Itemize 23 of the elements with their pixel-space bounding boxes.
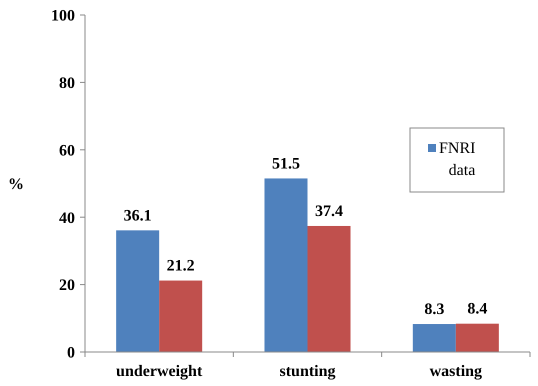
y-axis-title: %	[8, 176, 24, 194]
data-label: 8.3	[424, 301, 444, 318]
legend-label: FNRI data	[439, 140, 476, 179]
data-label: 8.4	[467, 300, 488, 318]
bar	[412, 324, 456, 352]
y-tick-label: 60	[59, 142, 75, 160]
data-label: 37.4	[315, 202, 344, 220]
bar	[456, 324, 499, 352]
bar	[264, 178, 308, 352]
x-tick-label: underweight	[116, 363, 203, 380]
bar	[159, 280, 202, 352]
data-label: 21.2	[166, 258, 195, 275]
x-tick-label: stunting	[279, 363, 336, 380]
bar	[308, 226, 351, 352]
data-label: 51.5	[272, 155, 300, 172]
x-tick-label: wasting	[430, 363, 482, 380]
y-tick-label: 80	[59, 75, 75, 92]
data-label: 36.1	[124, 207, 152, 224]
y-tick-label: 0	[67, 344, 75, 362]
y-tick-label: 20	[59, 277, 75, 294]
y-tick-label: 100	[51, 8, 75, 25]
bar	[116, 230, 160, 352]
y-tick-label: 40	[59, 210, 75, 227]
